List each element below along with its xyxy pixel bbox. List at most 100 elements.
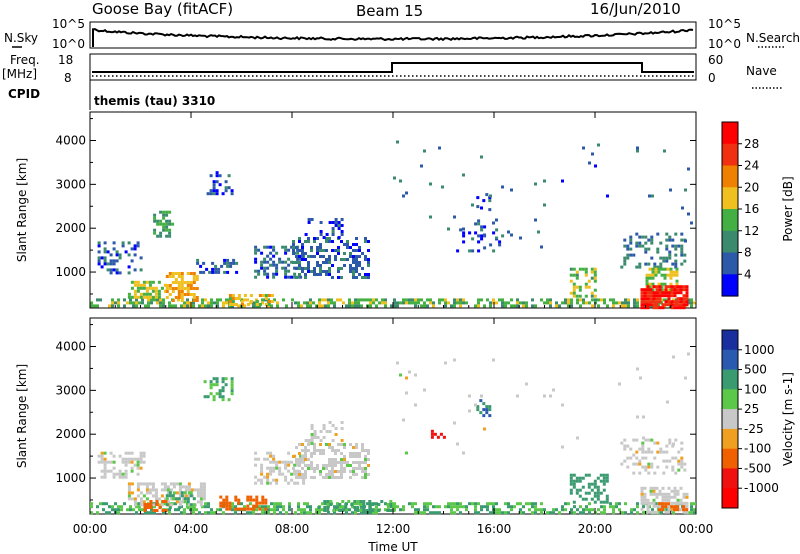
data-cell [665,444,669,448]
data-cell [683,468,687,472]
data-cell [299,454,303,458]
data-cell [579,511,582,515]
data-cell [638,241,642,245]
data-cell [192,299,196,302]
data-cell [408,298,411,302]
data-cell [209,392,213,396]
data-cell [160,488,164,492]
data-cell [272,263,276,267]
data-cell [225,498,229,502]
data-cell [367,464,370,467]
data-cell [243,304,246,308]
data-cell [348,298,351,302]
data-cell [362,506,366,509]
data-cell [130,457,134,461]
data-cell [235,270,239,274]
data-cell [254,481,258,485]
noise-tick-low-right: 10^0 [708,37,741,51]
data-cell [522,304,525,308]
data-cell [693,301,696,305]
data-cell [516,304,519,308]
data-cell [334,427,338,430]
data-cell [667,297,671,301]
data-cell [640,297,644,301]
data-cell [655,297,659,301]
data-cell [139,482,143,486]
data-cell [378,301,381,305]
data-cell [594,164,597,168]
data-cell [124,475,128,479]
data-cell [298,261,301,264]
data-cell [168,275,172,278]
data-cell [133,457,137,461]
data-cell [123,304,126,308]
data-cell [525,301,528,305]
data-cell [643,498,647,502]
data-cell [488,199,492,203]
data-cell [549,511,552,515]
data-cell [667,492,671,496]
data-cell [501,301,504,305]
data-cell [264,511,267,515]
data-cell [358,261,361,264]
data-cell [199,503,203,507]
data-cell [150,301,153,305]
data-cell [646,498,650,502]
data-cell [361,470,364,473]
data-cell [234,303,238,306]
data-cell [356,506,360,509]
data-cell [489,194,492,198]
data-cell [674,438,678,442]
data-cell [679,303,683,307]
data-cell [189,293,193,296]
data-cell [648,194,651,198]
data-cell [643,291,647,295]
data-cell [264,498,268,502]
data-cell [646,300,650,304]
data-cell [504,304,507,308]
data-cell [337,443,340,446]
data-cell [605,497,609,501]
data-cell [386,503,390,506]
data-cell [266,457,270,461]
data-cell [142,286,146,290]
data-cell [225,507,229,511]
data-cell [302,460,306,464]
data-cell [136,460,140,464]
data-cell [372,298,375,302]
data-cell [196,491,200,495]
data-cell [212,383,216,387]
data-cell [670,294,674,298]
x-tick-label: 00:00 [73,522,108,536]
data-cell [263,272,267,276]
data-cell [310,270,313,273]
data-cell [276,502,279,506]
data-cell [109,469,113,473]
data-cell [459,502,462,506]
data-cell [640,291,644,295]
data-cell [139,500,143,504]
freq-tick-high: 18 [58,53,73,67]
data-cell [361,449,364,452]
data-cell [685,288,689,292]
data-cell [693,511,696,515]
data-cell [348,301,351,305]
data-cell [306,301,309,305]
data-cell [127,451,131,455]
data-cell [485,408,489,412]
data-cell [336,502,339,506]
data-cell [328,258,331,261]
data-cell [655,495,659,499]
data-cell [501,234,505,238]
data-cell [564,298,567,302]
data-cell [670,306,674,310]
data-cell [325,443,328,446]
data-cell [117,298,120,302]
colorbar-segment [722,187,738,210]
data-cell [649,492,653,496]
y-tick-label: 2000 [55,221,86,235]
data-cell [254,451,258,455]
data-cell [142,292,146,296]
data-cell [215,380,219,384]
data-cell [346,240,349,243]
